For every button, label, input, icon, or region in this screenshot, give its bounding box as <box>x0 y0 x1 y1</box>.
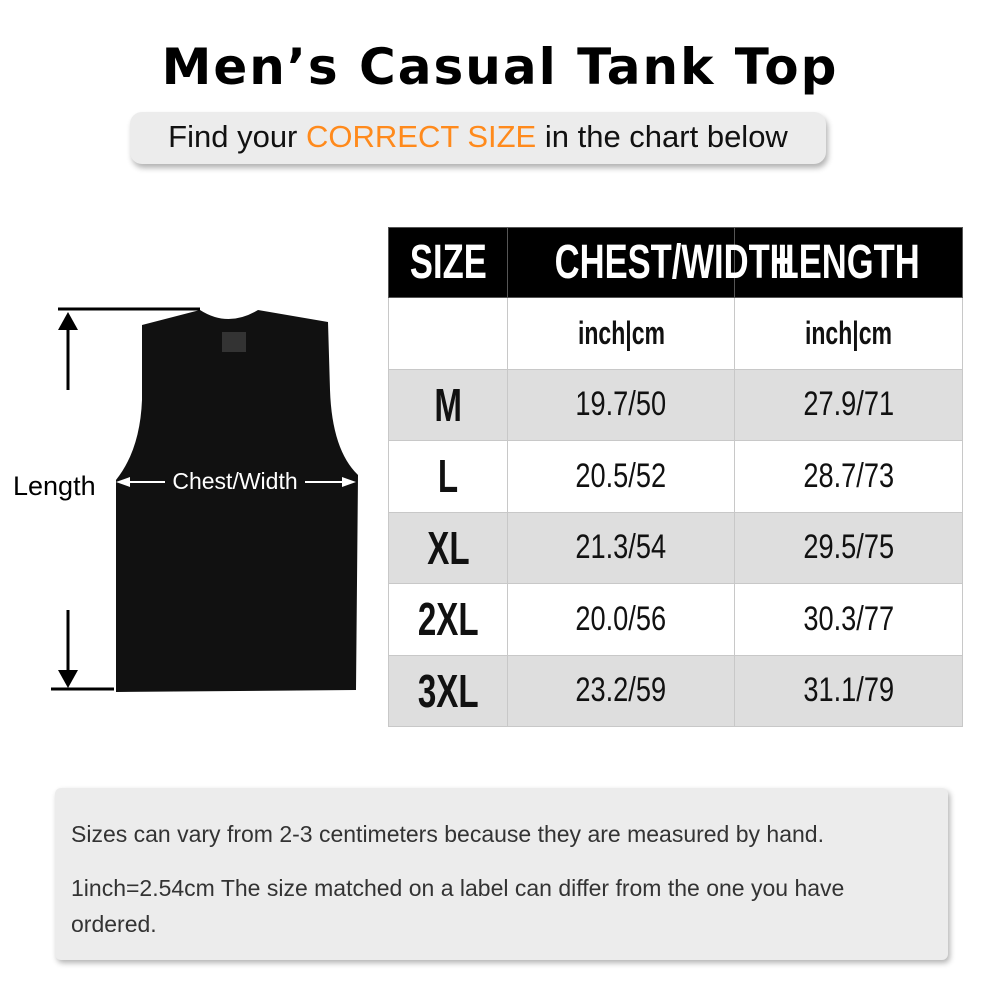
chest-arrow-icon <box>116 477 356 487</box>
table-row: 2XL 20.0/56 30.3/77 <box>388 583 963 656</box>
size-cell: L <box>437 450 459 503</box>
units-length: inch|cm <box>804 314 893 351</box>
length-cell: 31.1/79 <box>803 671 894 710</box>
table-row: L 20.5/52 28.7/73 <box>388 440 963 513</box>
page-title: Men’s Casual Tank Top <box>161 38 839 96</box>
table-row: XL 21.3/54 29.5/75 <box>388 511 963 584</box>
table-header-row: SIZE CHEST/WIDTH LENGTH <box>388 227 963 298</box>
length-cell: 30.3/77 <box>803 599 894 638</box>
header-size: SIZE <box>409 236 487 289</box>
size-cell: XL <box>426 521 470 574</box>
subtitle-banner: Find your CORRECT SIZE in the chart belo… <box>130 112 826 164</box>
tank-top-image <box>116 310 358 692</box>
table-row: M 19.7/50 27.9/71 <box>388 368 963 441</box>
chest-label: Chest/Width <box>172 468 297 494</box>
chest-cell: 19.7/50 <box>575 385 667 424</box>
size-cell: M <box>434 378 462 431</box>
size-cell: 3XL <box>417 664 479 717</box>
size-cell: 2XL <box>417 593 479 646</box>
note-conversion: 1inch=2.54cm The size matched on a label… <box>71 875 845 937</box>
units-row: inch|cm inch|cm <box>388 297 963 370</box>
notes-box: Sizes can vary from 2-3 centimeters beca… <box>55 788 948 960</box>
header-chest: CHEST/WIDTH <box>554 236 795 289</box>
length-label: Length <box>13 471 96 501</box>
chest-cell: 23.2/59 <box>575 671 667 710</box>
chest-cell: 21.3/54 <box>575 528 667 567</box>
chest-cell: 20.0/56 <box>575 599 667 638</box>
length-cell: 28.7/73 <box>803 456 894 495</box>
size-table: SIZE CHEST/WIDTH LENGTH inch|cm inch|cm … <box>388 227 963 727</box>
chest-cell: 20.5/52 <box>575 456 667 495</box>
arrow-up-icon <box>58 312 78 390</box>
tank-top-diagram: Length Chest/Width <box>13 307 358 692</box>
length-cell: 29.5/75 <box>803 528 894 567</box>
subtitle-highlight: CORRECT SIZE <box>306 119 537 154</box>
arrow-down-icon <box>58 610 78 688</box>
subtitle-after: in the chart below <box>536 119 788 154</box>
table-row: 3XL 23.2/59 31.1/79 <box>388 654 963 727</box>
length-cell: 27.9/71 <box>803 385 894 424</box>
header-length: LENGTH <box>777 236 920 289</box>
units-chest: inch|cm <box>577 314 665 351</box>
note-measurement: Sizes can vary from 2-3 centimeters beca… <box>71 821 824 847</box>
subtitle-before: Find your <box>168 119 306 154</box>
